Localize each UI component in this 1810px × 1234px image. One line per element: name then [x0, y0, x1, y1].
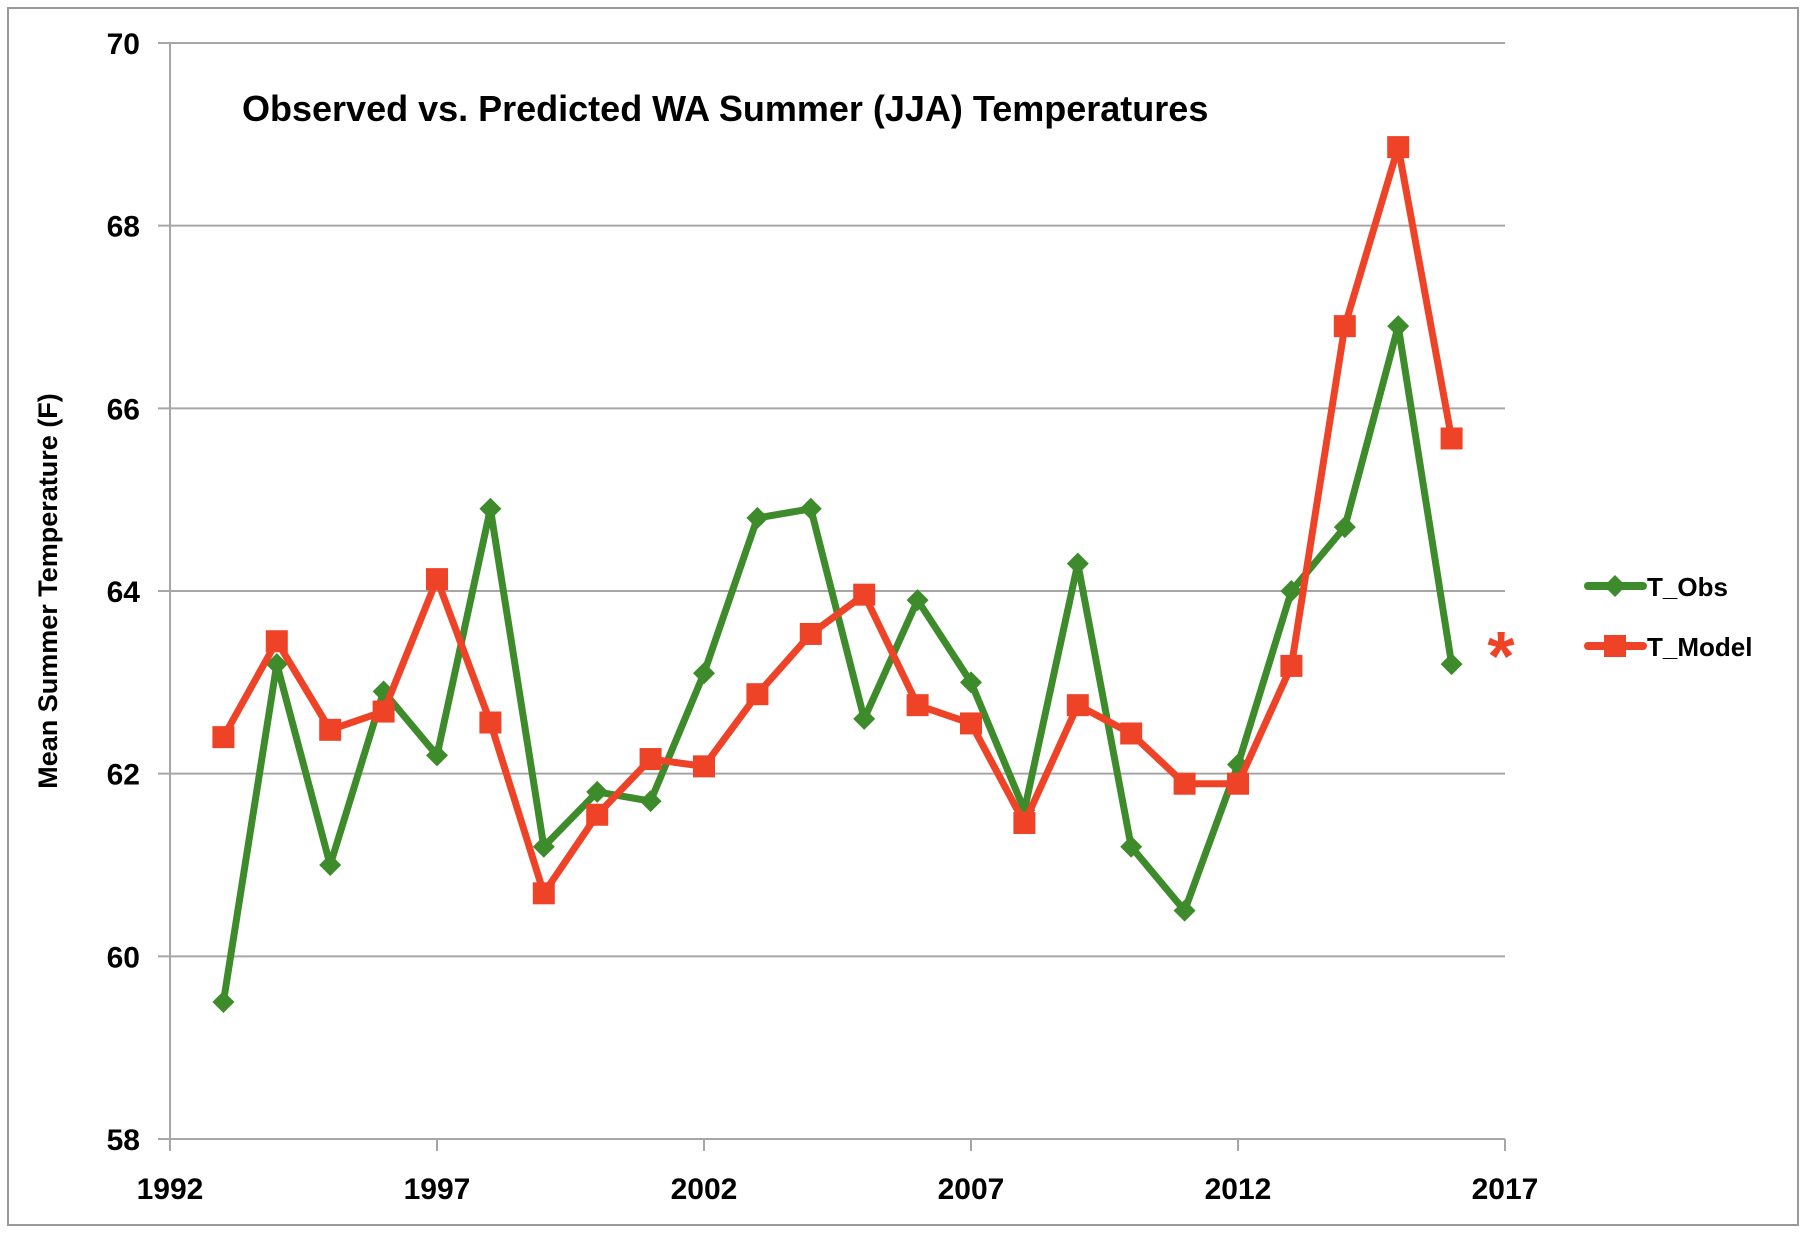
diamond-marker	[1333, 516, 1356, 539]
diamond-marker	[960, 671, 982, 694]
x-tick-labels: 1992 1997 2002 2007 2012 2017	[137, 1173, 1539, 1206]
chart-frame	[7, 7, 1799, 1226]
diamond-marker	[426, 744, 448, 767]
square-marker	[693, 755, 715, 778]
annotations: *	[1487, 617, 1515, 695]
square-marker	[906, 694, 929, 717]
square-marker	[1440, 427, 1463, 450]
diamond-marker	[1066, 552, 1089, 575]
diamond-marker	[319, 854, 342, 876]
square-marker	[1013, 811, 1036, 834]
square-marker	[853, 583, 876, 606]
square-marker	[532, 882, 555, 905]
series-t-model	[212, 136, 1463, 905]
diamond-marker	[853, 707, 876, 730]
square-marker	[639, 748, 662, 771]
diamond-marker	[265, 653, 288, 676]
diamond-marker	[479, 497, 502, 520]
diamond-marker	[799, 497, 822, 520]
square-marker	[479, 711, 502, 734]
y-axis-title: Mean Summer Temperature (F)	[33, 393, 63, 789]
diamond-marker	[1120, 835, 1143, 858]
square-marker	[319, 718, 342, 741]
diamond-marker	[1280, 580, 1303, 602]
asterisk-annotation: *	[1487, 617, 1515, 695]
square-marker	[799, 622, 822, 645]
square-marker	[1333, 315, 1356, 338]
square-marker	[1173, 772, 1196, 795]
diamond-marker	[532, 835, 555, 858]
diamond-marker	[746, 506, 769, 529]
square-marker	[586, 803, 609, 826]
y-tick-label: 60	[107, 941, 140, 974]
square-marker	[1120, 722, 1143, 745]
x-tick-label: 1992	[137, 1173, 204, 1206]
square-marker	[1280, 654, 1303, 677]
square-marker	[746, 683, 769, 706]
legend-item: T_Obs	[1584, 572, 1728, 602]
series-line	[219, 143, 1456, 897]
series-layer	[212, 136, 1463, 1013]
x-tick-label: 2007	[938, 1173, 1005, 1206]
x-tick-label: 2012	[1205, 1173, 1272, 1206]
square-marker	[212, 726, 235, 749]
y-tick-label: 66	[107, 393, 140, 426]
x-tick-label: 2017	[1472, 1173, 1539, 1206]
x-tick-label: 2002	[671, 1173, 738, 1206]
square-marker	[372, 700, 395, 723]
square-marker	[1227, 772, 1249, 795]
legend-label: T_Model	[1647, 632, 1752, 662]
square-marker	[1066, 694, 1089, 717]
legend-item: T_Model	[1584, 632, 1752, 662]
y-tick-label: 68	[107, 211, 140, 244]
legend-square-icon	[1604, 635, 1626, 657]
legend: T_Obs T_Model	[1584, 572, 1752, 662]
diamond-marker	[586, 780, 609, 803]
y-tick-label: 64	[107, 576, 141, 609]
diamond-marker	[212, 991, 235, 1013]
x-tick-label: 1997	[404, 1173, 471, 1206]
diamond-marker	[906, 589, 929, 612]
diamond-marker	[1440, 653, 1463, 676]
y-tick-label: 58	[107, 1124, 140, 1157]
legend-label: T_Obs	[1647, 572, 1728, 602]
y-tick-label: 62	[107, 759, 140, 792]
square-marker	[1387, 136, 1410, 159]
square-marker	[960, 712, 982, 735]
diamond-marker	[693, 662, 715, 685]
axes	[169, 43, 1506, 1151]
diamond-marker	[639, 790, 662, 813]
square-marker	[265, 630, 288, 653]
y-tick-labels: 58 60 62 64 66 68 70	[107, 28, 141, 1157]
series-line	[219, 322, 1456, 1006]
legend-diamond-icon	[1604, 575, 1626, 597]
diamond-marker	[1173, 899, 1196, 922]
diamond-marker	[1387, 315, 1410, 338]
square-marker	[426, 568, 448, 591]
chart-title: Observed vs. Predicted WA Summer (JJA) T…	[242, 88, 1208, 129]
y-tick-label: 70	[107, 28, 140, 61]
